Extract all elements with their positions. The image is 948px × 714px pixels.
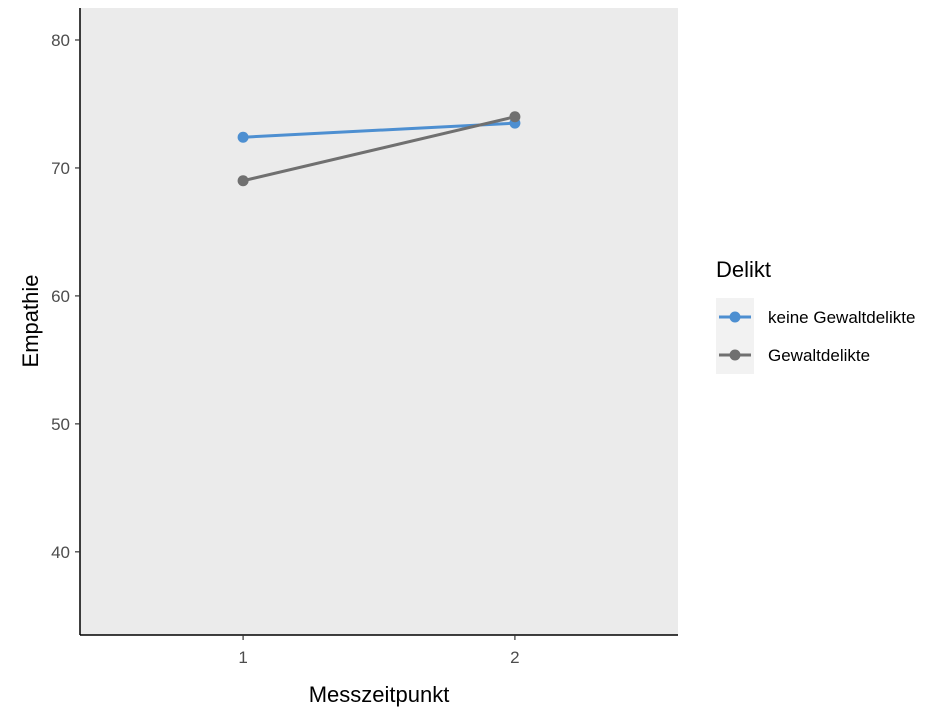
series-2-point-1 [237, 175, 249, 187]
series-line-1 [243, 121, 515, 139]
series-2-point-2 [509, 111, 521, 123]
series-layer [237, 111, 521, 187]
x-tick-label: 1 [238, 648, 247, 667]
series-line-2 [242, 115, 516, 183]
x-tick-label: 2 [510, 648, 519, 667]
legend-label: keine Gewaltdelikte [768, 308, 915, 327]
y-tick-label: 50 [51, 415, 70, 434]
series-1-point-1 [237, 131, 249, 143]
plot-panel [80, 8, 678, 635]
y-axis-title: Empathie [18, 275, 43, 368]
legend-items: keine Gewaltdelikte Gewaltdelikte [716, 298, 915, 374]
y-tick-label: 40 [51, 543, 70, 562]
legend-label: Gewaltdelikte [768, 346, 870, 365]
y-tick-label: 60 [51, 287, 70, 306]
legend-key-point [729, 311, 741, 323]
y-tick-label: 80 [51, 31, 70, 50]
legend-key-point [729, 349, 741, 361]
y-axis-ticks: 40 50 60 70 80 [51, 31, 80, 562]
x-axis-title: Messzeitpunkt [309, 682, 450, 707]
legend-title: Delikt [716, 257, 771, 282]
legend: Delikt keine Gewaltdelikte Gewaltdelikte [716, 257, 915, 374]
y-tick-label: 70 [51, 159, 70, 178]
